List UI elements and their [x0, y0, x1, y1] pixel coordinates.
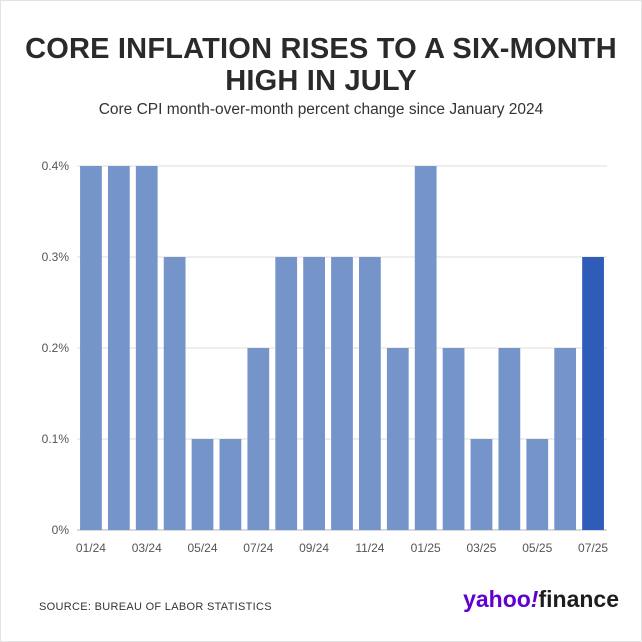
logo-yahoo-text: yahoo	[463, 586, 531, 612]
bar	[135, 166, 158, 530]
x-tick-label: 01/24	[76, 541, 106, 555]
x-tick-label: 09/24	[299, 541, 329, 555]
bar	[331, 257, 353, 530]
bar	[80, 166, 102, 530]
bar	[163, 257, 186, 530]
y-tick-label: 0.3%	[42, 250, 70, 264]
chart-title: CORE INFLATION RISES TO A SIX-MONTH HIGH…	[25, 33, 617, 97]
y-tick-label: 0.4%	[42, 159, 70, 173]
x-tick-label: 03/24	[132, 541, 162, 555]
bar	[191, 439, 214, 530]
x-tick-label: 03/25	[466, 541, 496, 555]
bar	[107, 166, 130, 530]
bar	[386, 348, 409, 530]
bar	[303, 257, 325, 530]
logo-finance-text: finance	[538, 586, 619, 612]
chart-subtitle: Core CPI month-over-month percent change…	[98, 101, 544, 118]
x-tick-label: 07/25	[578, 541, 608, 555]
bar	[554, 348, 577, 530]
bar	[247, 348, 270, 530]
bar	[414, 166, 437, 530]
bar	[470, 439, 493, 530]
bar	[219, 439, 242, 530]
x-tick-label: 05/24	[188, 541, 218, 555]
y-tick-label: 0.2%	[42, 341, 70, 355]
yahoo-finance-logo: yahoo!finance	[463, 585, 619, 613]
x-tick-label: 07/24	[243, 541, 273, 555]
y-tick-label: 0.1%	[42, 432, 70, 446]
bar-chart: 0% 0.1% 0.2% 0.3% 0.4% 01/24 03/24 05/24 07/24 09…	[42, 159, 609, 555]
x-tick-label: 11/24	[355, 541, 384, 555]
bar	[442, 348, 465, 530]
logo-bang-text: !	[530, 586, 539, 612]
bar	[526, 439, 549, 530]
bar-highlighted	[582, 257, 604, 530]
bar	[498, 348, 521, 530]
x-tick-label: 01/25	[411, 541, 441, 555]
bar	[359, 257, 381, 530]
x-tick-label: 05/25	[522, 541, 552, 555]
source-note: SOURCE: BUREAU OF LABOR STATISTICS	[39, 601, 272, 613]
y-tick-label: 0%	[52, 523, 70, 537]
bar	[275, 257, 298, 530]
